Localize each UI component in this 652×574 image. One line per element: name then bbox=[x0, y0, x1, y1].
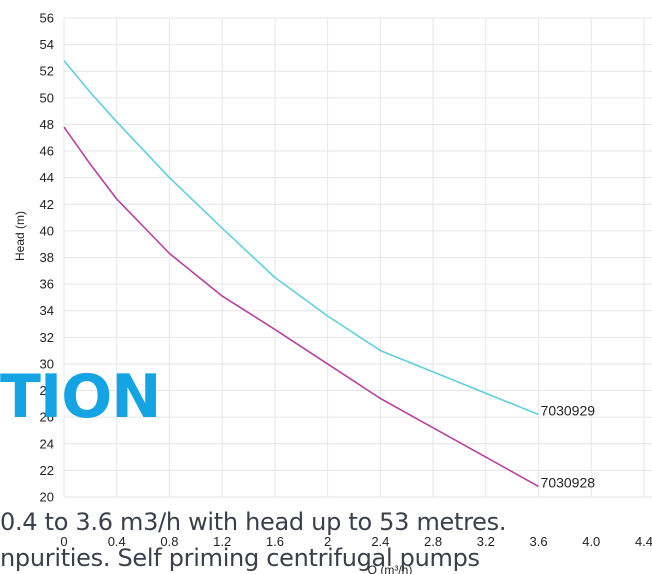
y-axis-ticks: 20 22 24 26 28 30 32 34 36 38 40 42 44 46 48 50 52 54 56 bbox=[40, 11, 54, 505]
x-tick-label: 3.2 bbox=[477, 534, 495, 549]
y-tick-label: 24 bbox=[40, 436, 54, 451]
y-tick-label: 22 bbox=[40, 463, 54, 478]
y-tick-label: 48 bbox=[40, 117, 54, 132]
y-tick-label: 52 bbox=[40, 64, 54, 79]
y-axis-title: Head (m) bbox=[13, 211, 27, 261]
x-axis-ticks: 0 0.4 0.8 1.2 1.6 2 2.4 2.8 3.2 3.6 4.0 4.4 bbox=[60, 534, 652, 549]
y-tick-label: 50 bbox=[40, 90, 54, 105]
y-tick-label: 38 bbox=[40, 250, 54, 265]
grid-lines bbox=[63, 17, 652, 498]
series-lines bbox=[63, 60, 539, 488]
y-tick-label: 28 bbox=[40, 383, 54, 398]
y-tick-label: 40 bbox=[40, 223, 54, 238]
overlay-description-line-2: npurities. Self priming centrifugal pump… bbox=[0, 544, 480, 572]
x-tick-label: 1.6 bbox=[266, 534, 284, 549]
y-tick-label: 26 bbox=[40, 410, 54, 425]
series-label-7030929: 7030929 bbox=[541, 403, 596, 419]
y-tick-label: 36 bbox=[40, 277, 54, 292]
series-line-7030928 bbox=[63, 126, 539, 488]
y-tick-label: 42 bbox=[40, 197, 54, 212]
y-tick-label: 30 bbox=[40, 356, 54, 371]
series-labels: 7030929 7030928 bbox=[541, 403, 596, 491]
y-tick-label: 32 bbox=[40, 330, 54, 345]
x-tick-label: 0 bbox=[60, 534, 67, 549]
overlay-heading: TION bbox=[0, 362, 161, 432]
y-tick-label: 54 bbox=[40, 37, 54, 52]
x-tick-label: 2 bbox=[324, 534, 331, 549]
x-axis-title: Q (m³/h) bbox=[368, 563, 413, 574]
y-tick-label: 44 bbox=[40, 170, 54, 185]
series-line-7030929 bbox=[63, 60, 539, 416]
x-tick-label: 2.8 bbox=[424, 534, 442, 549]
y-tick-label: 56 bbox=[40, 11, 54, 26]
x-tick-label: 2.4 bbox=[371, 534, 389, 549]
x-tick-label: 1.2 bbox=[213, 534, 231, 549]
x-tick-label: 3.6 bbox=[530, 534, 548, 549]
x-tick-label: 4.4 bbox=[635, 534, 652, 549]
y-tick-label: 20 bbox=[40, 490, 54, 505]
y-tick-label: 34 bbox=[40, 303, 54, 318]
x-tick-label: 0.4 bbox=[108, 534, 126, 549]
y-tick-label: 46 bbox=[40, 144, 54, 159]
x-tick-label: 0.8 bbox=[160, 534, 178, 549]
overlay-description-line-1: 0.4 to 3.6 m3/h with head up to 53 metre… bbox=[0, 508, 507, 536]
series-label-7030928: 7030928 bbox=[541, 474, 596, 490]
x-tick-label: 4.0 bbox=[582, 534, 600, 549]
